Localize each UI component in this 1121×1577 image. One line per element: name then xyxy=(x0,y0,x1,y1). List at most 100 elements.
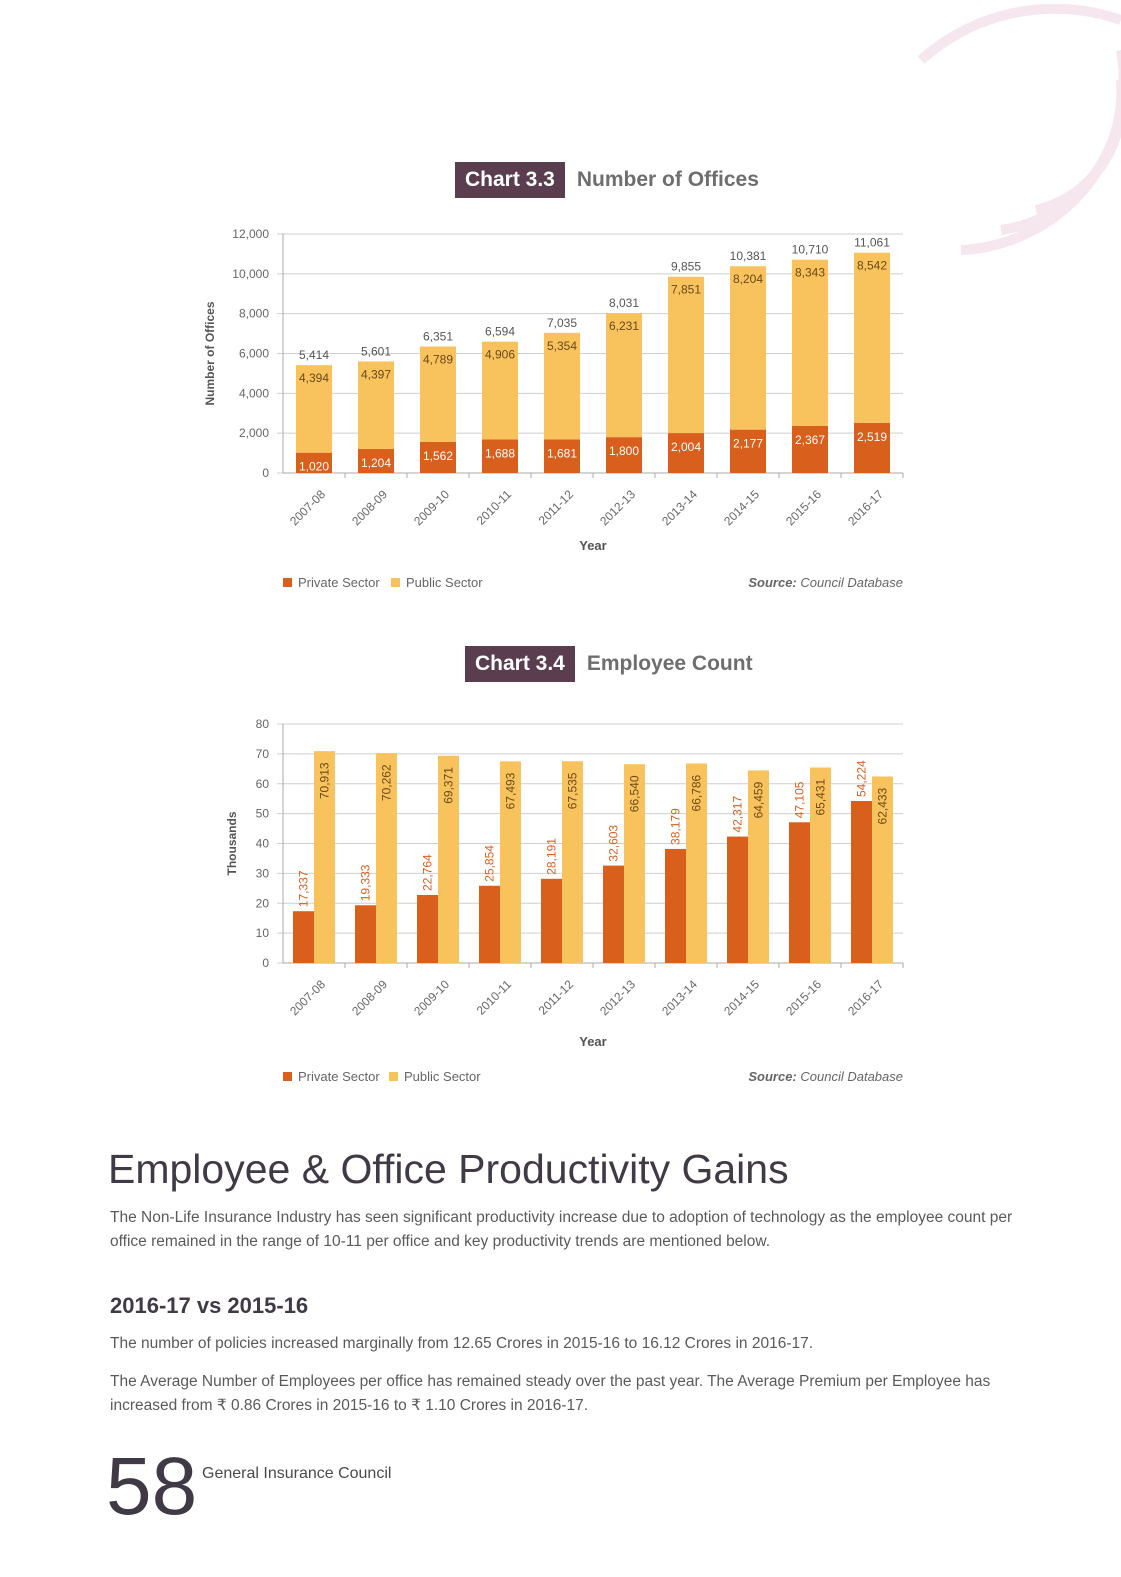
data-label-private: 28,191 xyxy=(545,838,559,875)
bar-private-sector xyxy=(851,801,872,963)
data-label-total: 11,061 xyxy=(854,236,890,250)
source-note: Source: Council Database xyxy=(748,575,903,590)
bar-public-sector xyxy=(500,761,521,963)
data-label-private: 1,688 xyxy=(485,446,515,460)
data-label-private: 22,764 xyxy=(421,854,435,891)
bar-public-sector xyxy=(438,755,459,963)
source-note: Source: Council Database xyxy=(748,1069,903,1084)
bar-private-sector xyxy=(854,422,890,473)
bar-public-sector xyxy=(854,252,890,423)
bar-private-sector xyxy=(417,894,438,963)
x-tick-label: 2012-13 xyxy=(597,487,638,528)
data-label-private: 1,681 xyxy=(547,447,577,461)
data-label-public: 4,397 xyxy=(361,367,391,381)
x-axis-title: Year xyxy=(579,1034,606,1049)
data-label-total: 7,035 xyxy=(547,316,577,330)
source-label: Source: xyxy=(748,575,800,590)
data-label-private: 42,317 xyxy=(731,796,745,833)
data-label-private: 1,800 xyxy=(609,444,639,458)
data-label-private: 1,204 xyxy=(361,456,391,470)
y-tick-label: 70 xyxy=(256,747,270,761)
x-tick-label: 2008-09 xyxy=(349,977,390,1018)
bar-private-sector xyxy=(668,433,704,473)
data-label-public: 8,542 xyxy=(857,259,887,273)
bar-public-sector xyxy=(872,776,893,963)
x-tick-label: 2010-11 xyxy=(474,977,515,1018)
y-tick-label: 12,000 xyxy=(232,227,269,241)
data-label-public: 4,394 xyxy=(299,371,329,385)
bar-public-sector xyxy=(810,767,831,963)
data-label-total: 5,601 xyxy=(361,344,391,358)
data-label-public: 62,433 xyxy=(876,787,890,824)
y-tick-label: 20 xyxy=(256,896,270,910)
data-label-total: 10,710 xyxy=(792,243,829,257)
data-label-private: 1,020 xyxy=(299,460,329,474)
bar-private-sector xyxy=(420,441,456,473)
y-tick-label: 4,000 xyxy=(239,386,269,400)
bar-private-sector xyxy=(727,836,748,963)
data-label-public: 7,851 xyxy=(671,283,701,297)
bar-private-sector xyxy=(296,452,332,473)
data-label-total: 5,414 xyxy=(299,348,329,362)
legend-label-private: Private Sector xyxy=(298,1069,380,1084)
bar-private-sector xyxy=(544,439,580,473)
bar-public-sector xyxy=(730,266,766,430)
bar-private-sector xyxy=(355,905,376,963)
data-label-public: 64,459 xyxy=(752,781,766,818)
x-tick-label: 2009-10 xyxy=(411,977,452,1018)
x-tick-label: 2012-13 xyxy=(597,977,638,1018)
section-heading: Employee & Office Productivity Gains xyxy=(108,1146,789,1192)
bar-public-sector xyxy=(358,361,394,450)
source-text: Council Database xyxy=(800,1069,903,1084)
bar-public-sector xyxy=(624,764,645,963)
y-tick-label: 2,000 xyxy=(239,426,269,440)
y-tick-label: 80 xyxy=(256,717,270,731)
data-label-public: 4,906 xyxy=(485,348,515,362)
bar-private-sector xyxy=(541,878,562,963)
data-label-private: 25,854 xyxy=(483,845,497,882)
bar-public-sector xyxy=(668,276,704,434)
data-label-private: 19,333 xyxy=(359,864,373,901)
y-tick-label: 0 xyxy=(262,466,269,480)
employee-chart: 0 10 20 30 40 50 60 70 80 Thousands 2007-08 17,337 7… xyxy=(225,717,904,1084)
data-label-total: 10,381 xyxy=(730,249,767,263)
legend-swatch-public xyxy=(391,578,400,587)
x-tick-label: 2016-17 xyxy=(845,487,886,528)
x-tick-label: 2015-16 xyxy=(783,977,824,1018)
y-tick-label: 60 xyxy=(256,777,270,791)
data-label-public: 70,913 xyxy=(318,762,332,799)
decorative-arcs xyxy=(917,3,1121,255)
y-tick-label: 30 xyxy=(256,866,270,880)
data-label-public: 66,540 xyxy=(628,775,642,812)
x-tick-label: 2009-10 xyxy=(411,487,452,528)
data-label-private: 47,105 xyxy=(793,781,807,818)
bar-public-sector xyxy=(748,770,769,963)
bar-private-sector xyxy=(730,429,766,473)
x-tick-label: 2013-14 xyxy=(659,977,700,1018)
x-tick-label: 2010-11 xyxy=(474,487,515,528)
data-label-public: 65,431 xyxy=(814,778,828,815)
bar-private-sector xyxy=(358,449,394,473)
bar-private-sector xyxy=(789,822,810,963)
data-label-total: 9,855 xyxy=(671,260,701,274)
x-axis-title: Year xyxy=(579,538,606,553)
employees-paragraph: The Average Number of Employees per offi… xyxy=(110,1373,991,1414)
legend-swatch-private xyxy=(283,1072,292,1081)
x-tick-label: 2007-08 xyxy=(287,977,328,1018)
bar-public-sector xyxy=(792,259,828,426)
data-label-total: 8,031 xyxy=(609,296,639,310)
chart-3-4-title: Chart 3.4 Employee Count xyxy=(465,646,753,682)
data-label-private: 2,004 xyxy=(671,440,701,454)
y-tick-label: 40 xyxy=(256,837,270,851)
data-label-public: 66,786 xyxy=(690,774,704,811)
section-subheading: 2016-17 vs 2015-16 xyxy=(110,1293,309,1318)
data-label-public: 4,789 xyxy=(423,353,453,367)
data-label-private: 54,224 xyxy=(855,760,869,797)
bar-public-sector xyxy=(544,332,580,440)
bar-public-sector xyxy=(314,751,335,963)
bar-public-sector xyxy=(420,346,456,442)
x-tick-label: 2016-17 xyxy=(845,977,886,1018)
x-tick-label: 2015-16 xyxy=(783,487,824,528)
data-label-total: 6,351 xyxy=(423,330,453,344)
y-axis-title: Thousands xyxy=(225,811,239,875)
